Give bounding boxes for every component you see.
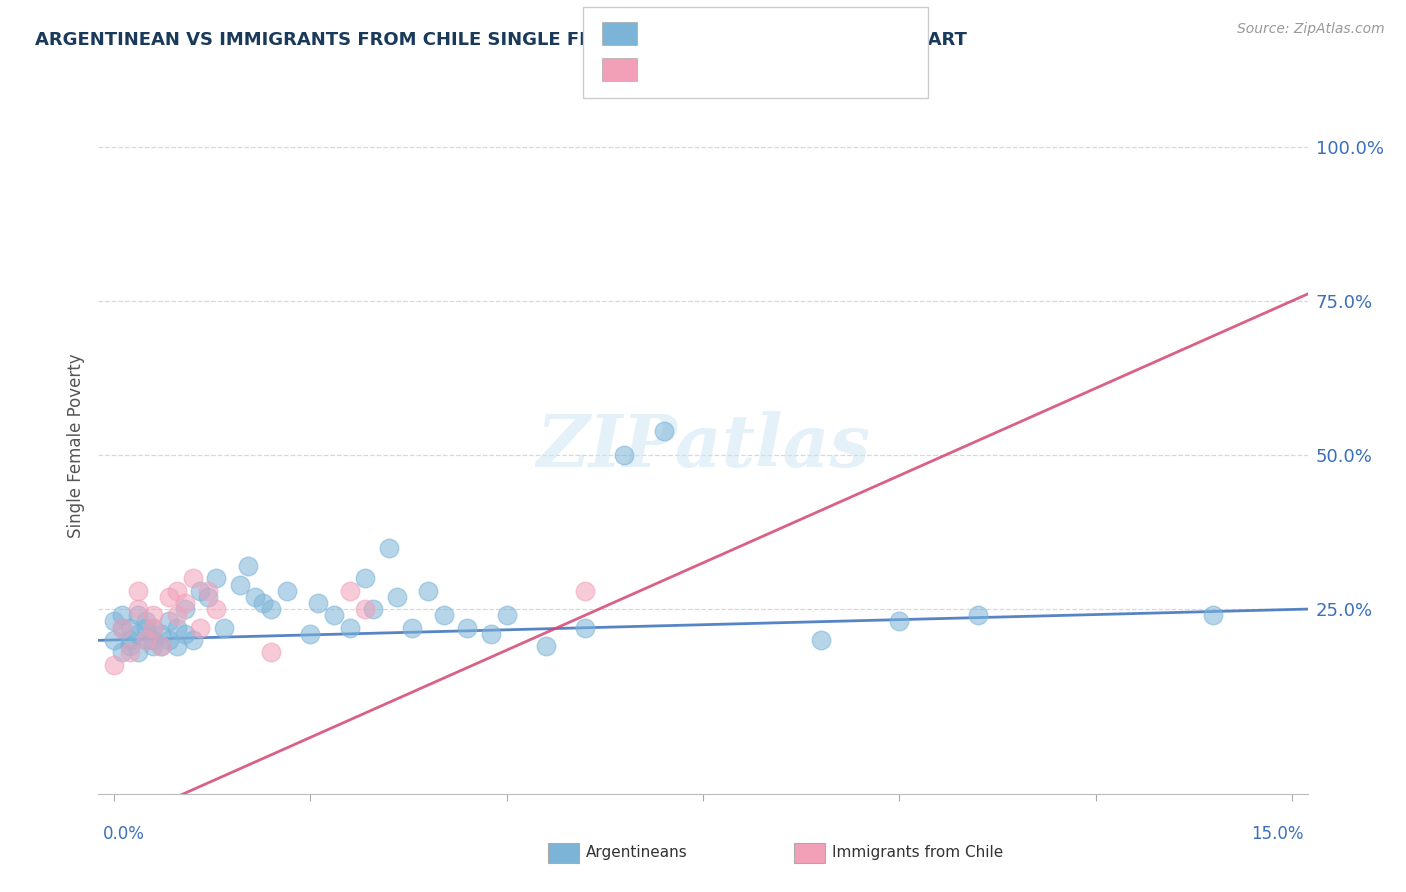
Point [236, 559, 259, 574]
Point [354, 571, 377, 585]
Point [135, 632, 157, 647]
Point [190, 621, 212, 635]
Text: 58: 58 [775, 25, 796, 43]
Text: 0.0%: 0.0% [103, 825, 145, 843]
Point [385, 590, 408, 604]
Point [181, 632, 204, 647]
Point [111, 621, 134, 635]
Point [142, 639, 165, 653]
Point [339, 621, 361, 635]
Point [118, 632, 141, 647]
Point [889, 615, 911, 629]
Point [166, 621, 188, 635]
Point [173, 602, 195, 616]
Point [197, 583, 219, 598]
Point [418, 583, 440, 598]
Point [229, 577, 252, 591]
Point [103, 657, 125, 672]
Text: 0.452: 0.452 [679, 61, 727, 78]
Text: N =: N = [742, 61, 779, 78]
Point [361, 602, 384, 616]
Text: ZIPatlas: ZIPatlas [536, 410, 870, 482]
Text: Argentineans: Argentineans [586, 846, 688, 860]
Point [127, 627, 149, 641]
Point [276, 583, 298, 598]
Point [299, 627, 322, 641]
Point [810, 632, 832, 647]
Point [111, 645, 134, 659]
Text: R =: R = [647, 61, 683, 78]
Point [173, 596, 195, 610]
Point [456, 621, 478, 635]
Point [245, 590, 267, 604]
Point [479, 627, 502, 641]
Point [135, 621, 157, 635]
Point [127, 583, 149, 598]
Point [260, 645, 283, 659]
Text: 15.0%: 15.0% [1251, 825, 1303, 843]
Point [307, 596, 329, 610]
Point [166, 639, 188, 653]
Point [252, 596, 274, 610]
Point [103, 615, 125, 629]
Point [534, 639, 557, 653]
Text: 21: 21 [775, 61, 796, 78]
Point [127, 602, 149, 616]
Point [127, 608, 149, 623]
Point [574, 583, 596, 598]
Point [157, 590, 180, 604]
Text: N =: N = [742, 25, 779, 43]
Point [1202, 608, 1225, 623]
Point [966, 608, 988, 623]
Point [157, 615, 180, 629]
Point [150, 639, 173, 653]
Point [433, 608, 456, 623]
Point [103, 632, 125, 647]
Point [118, 621, 141, 635]
Point [190, 583, 212, 598]
Point [142, 632, 165, 647]
Point [142, 621, 165, 635]
Text: Immigrants from Chile: Immigrants from Chile [832, 846, 1004, 860]
Point [150, 627, 173, 641]
Point [111, 608, 134, 623]
Point [574, 621, 596, 635]
Point [142, 621, 165, 635]
Point [652, 424, 675, 438]
Point [378, 541, 401, 555]
Point [157, 632, 180, 647]
Y-axis label: Single Female Poverty: Single Female Poverty [66, 354, 84, 538]
Text: R =: R = [647, 25, 683, 43]
Point [205, 571, 228, 585]
Point [135, 615, 157, 629]
Point [260, 602, 283, 616]
Text: Source: ZipAtlas.com: Source: ZipAtlas.com [1237, 22, 1385, 37]
Point [197, 590, 219, 604]
Point [135, 632, 157, 647]
Point [354, 602, 377, 616]
Point [118, 639, 141, 653]
Point [166, 608, 188, 623]
Text: 0.080: 0.080 [679, 25, 727, 43]
Point [173, 627, 195, 641]
Point [323, 608, 346, 623]
Text: ARGENTINEAN VS IMMIGRANTS FROM CHILE SINGLE FEMALE POVERTY CORRELATION CHART: ARGENTINEAN VS IMMIGRANTS FROM CHILE SIN… [35, 31, 967, 49]
Point [181, 571, 204, 585]
Point [401, 621, 423, 635]
Point [142, 608, 165, 623]
Point [205, 602, 228, 616]
Point [111, 621, 134, 635]
Point [339, 583, 361, 598]
Point [212, 621, 235, 635]
Point [127, 645, 149, 659]
Point [118, 645, 141, 659]
Point [166, 583, 188, 598]
Point [613, 448, 636, 462]
Point [150, 639, 173, 653]
Point [495, 608, 517, 623]
